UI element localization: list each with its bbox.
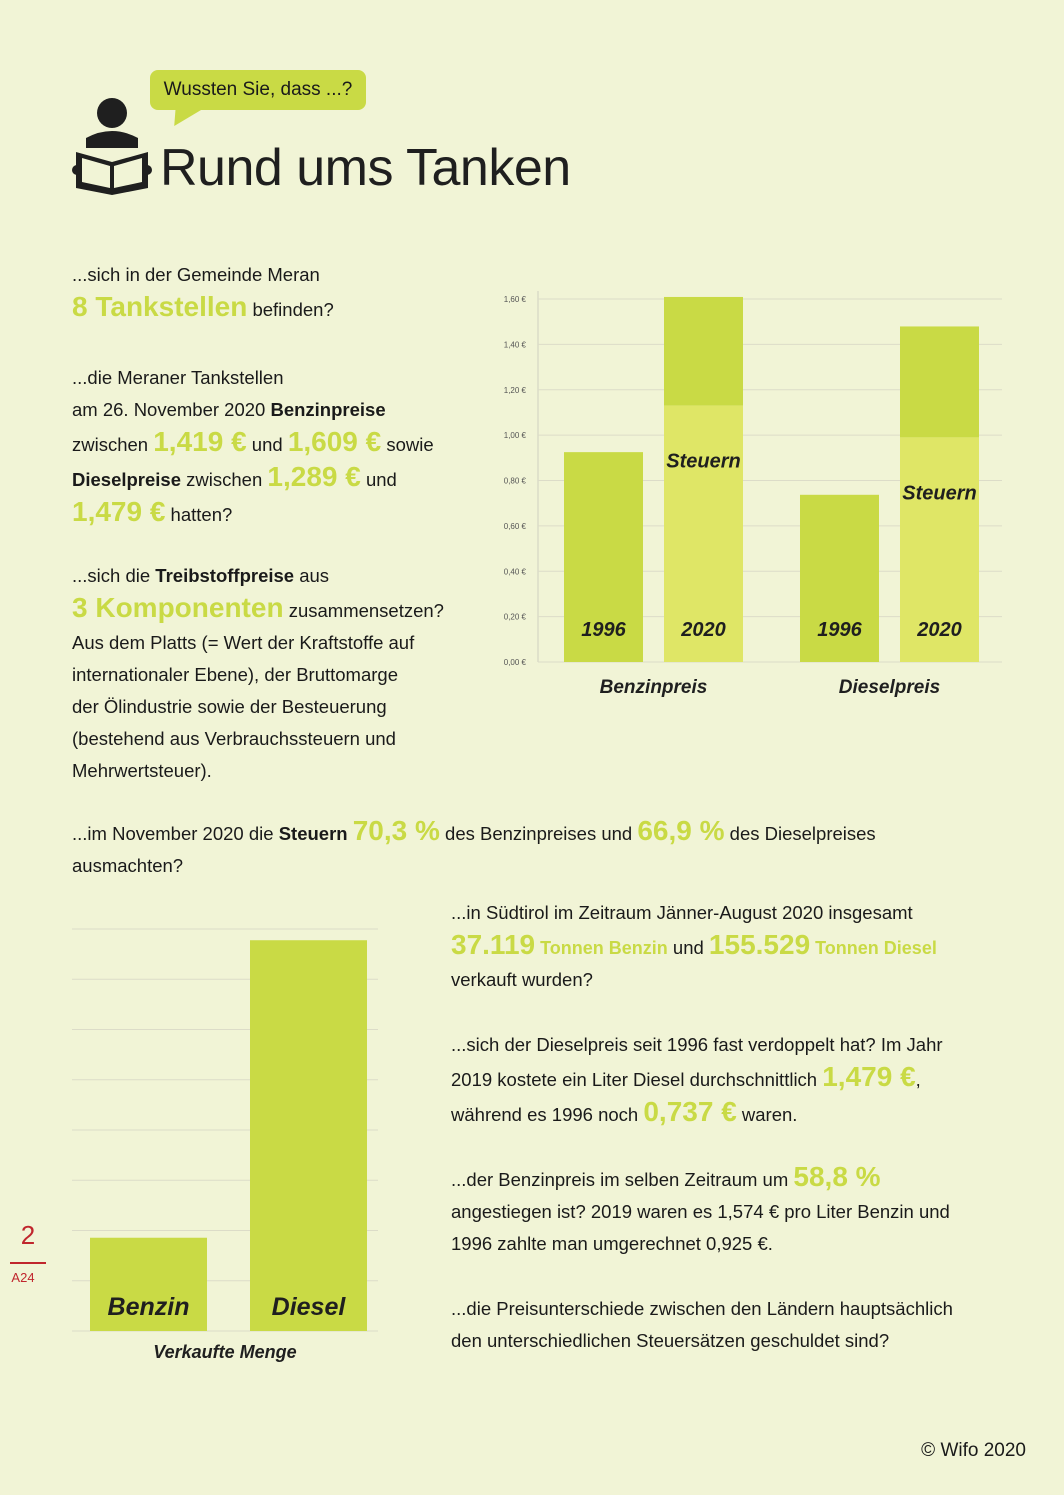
fact-preise: ...die Meraner Tankstellen am 26. Novemb… (72, 367, 434, 527)
bar (250, 940, 367, 1331)
page-divider (10, 1262, 46, 1264)
bar-tax-label: Steuern (902, 482, 976, 504)
page-title: Rund ums Tanken (160, 139, 571, 197)
y-tick-label: 0,20 € (504, 613, 527, 622)
fact-steuern: ...im November 2020 die Steuern 70,3 % d… (72, 815, 876, 876)
y-tick-label: 1,00 € (504, 431, 527, 440)
bar-base-segment (900, 437, 979, 662)
bar-year-label: 1996 (581, 619, 626, 641)
fact-tankstellen: ...sich in der Gemeinde Meran 8 Tankstel… (72, 264, 334, 322)
fact-laender: ...die Preisunterschiede zwischen den Lä… (451, 1298, 953, 1351)
bar (800, 494, 879, 662)
y-tick-label: 1,60 € (504, 295, 527, 304)
y-tick-label: 0,60 € (504, 522, 527, 531)
bar-year-label: 2020 (680, 619, 726, 641)
x-category-label: Dieselpreis (839, 677, 940, 698)
page-number: 2 (20, 1220, 36, 1250)
bar-base-segment (664, 405, 743, 662)
bar (90, 1237, 207, 1331)
quantity-chart: Benzin Diesel Verkaufte Menge (72, 928, 378, 1362)
copyright: © Wifo 2020 (921, 1440, 1026, 1461)
y-tick-label: 1,40 € (504, 340, 527, 349)
bar-year-label: 1996 (817, 619, 862, 641)
y-tick-label: 1,20 € (504, 386, 527, 395)
price-chart: 0,00 € 0,20 € 0,40 € 0,60 € 0,80 € 1,00 € 1,20… (504, 291, 1002, 698)
bar-tax-segment (664, 296, 743, 406)
fact-verkauf: ...in Südtirol im Zeitraum Jänner-August… (451, 902, 937, 990)
page-code: A24 (11, 1270, 35, 1285)
bar (564, 452, 643, 662)
y-tick-label: 0,40 € (504, 567, 527, 576)
bar-label: Benzin (108, 1293, 190, 1321)
reader-icon (72, 98, 152, 195)
bar-year-label: 2020 (916, 619, 962, 641)
speech-bubble: Wussten Sie, dass ...? (150, 70, 366, 110)
y-tick-label: 0,00 € (504, 658, 527, 667)
fact-diesel: ...sich der Dieselpreis seit 1996 fast v… (451, 1034, 943, 1127)
y-tick-label: 0,80 € (504, 477, 527, 486)
bar-tax-label: Steuern (666, 451, 740, 473)
bar-tax-segment (900, 326, 979, 438)
bar-label: Diesel (272, 1293, 347, 1321)
x-category-label: Benzinpreis (600, 677, 708, 698)
fact-benzin: ...der Benzinpreis im selben Zeitraum um… (451, 1161, 950, 1254)
x-axis-label: Verkaufte Menge (153, 1342, 296, 1362)
fact-komponenten: ...sich die Treibstoffpreise aus 3 Kompo… (72, 565, 444, 781)
